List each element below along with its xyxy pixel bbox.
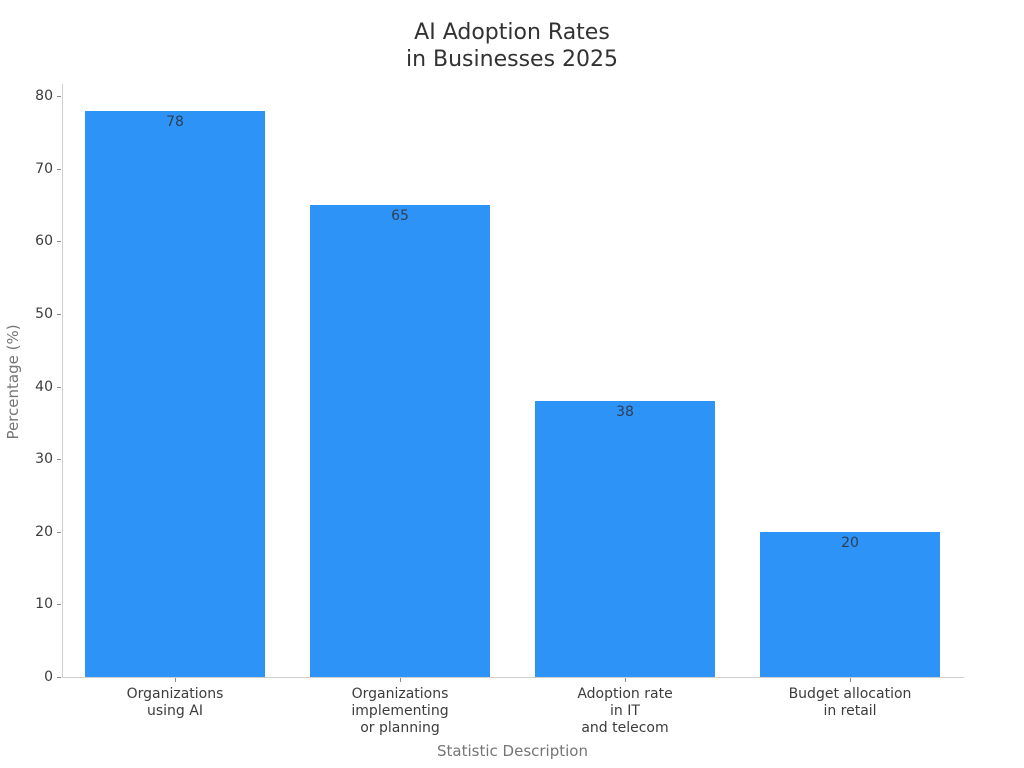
bar (85, 111, 265, 677)
y-tick-mark (57, 168, 61, 170)
y-tick-mark (57, 313, 61, 315)
x-category-label: Adoption rate in IT and telecom (577, 686, 673, 736)
chart-title: AI Adoption Rates in Businesses 2025 (405, 20, 619, 72)
x-axis-line (62, 677, 964, 678)
bar-value-label: 78 (166, 114, 184, 130)
y-axis-line (62, 84, 63, 677)
y-tick-label: 70 (35, 160, 53, 177)
y-tick-label: 50 (35, 305, 53, 322)
x-axis-title: Statistic Description (437, 742, 588, 760)
y-tick-mark (57, 677, 61, 678)
y-tick-label: 60 (35, 233, 53, 250)
y-tick-label: 10 (35, 596, 53, 613)
x-tick-mark (175, 678, 176, 682)
y-tick-mark (57, 386, 61, 388)
x-category-label: Organizations implementing or planning (351, 686, 449, 736)
bar (760, 532, 940, 677)
bar (535, 401, 715, 677)
y-tick-mark (57, 459, 61, 461)
bar-value-label: 38 (616, 404, 634, 420)
y-tick-label: 30 (35, 451, 53, 468)
y-tick-mark (57, 531, 61, 533)
y-tick-mark (57, 604, 61, 606)
y-tick-label: 20 (35, 523, 53, 540)
bar-value-label: 20 (841, 535, 859, 551)
y-tick-label: 40 (35, 378, 53, 395)
y-tick-mark (57, 96, 61, 97)
bar-value-label: 65 (391, 208, 409, 224)
x-tick-mark (625, 678, 626, 682)
y-tick-label: 80 (35, 88, 53, 104)
x-category-label: Organizations using AI (126, 686, 224, 719)
y-tick-label: 0 (44, 669, 53, 685)
bar (310, 205, 490, 677)
x-tick-mark (850, 678, 851, 682)
y-tick-mark (57, 241, 61, 243)
x-category-label: Budget allocation in retail (788, 686, 912, 719)
x-tick-mark (400, 678, 401, 682)
